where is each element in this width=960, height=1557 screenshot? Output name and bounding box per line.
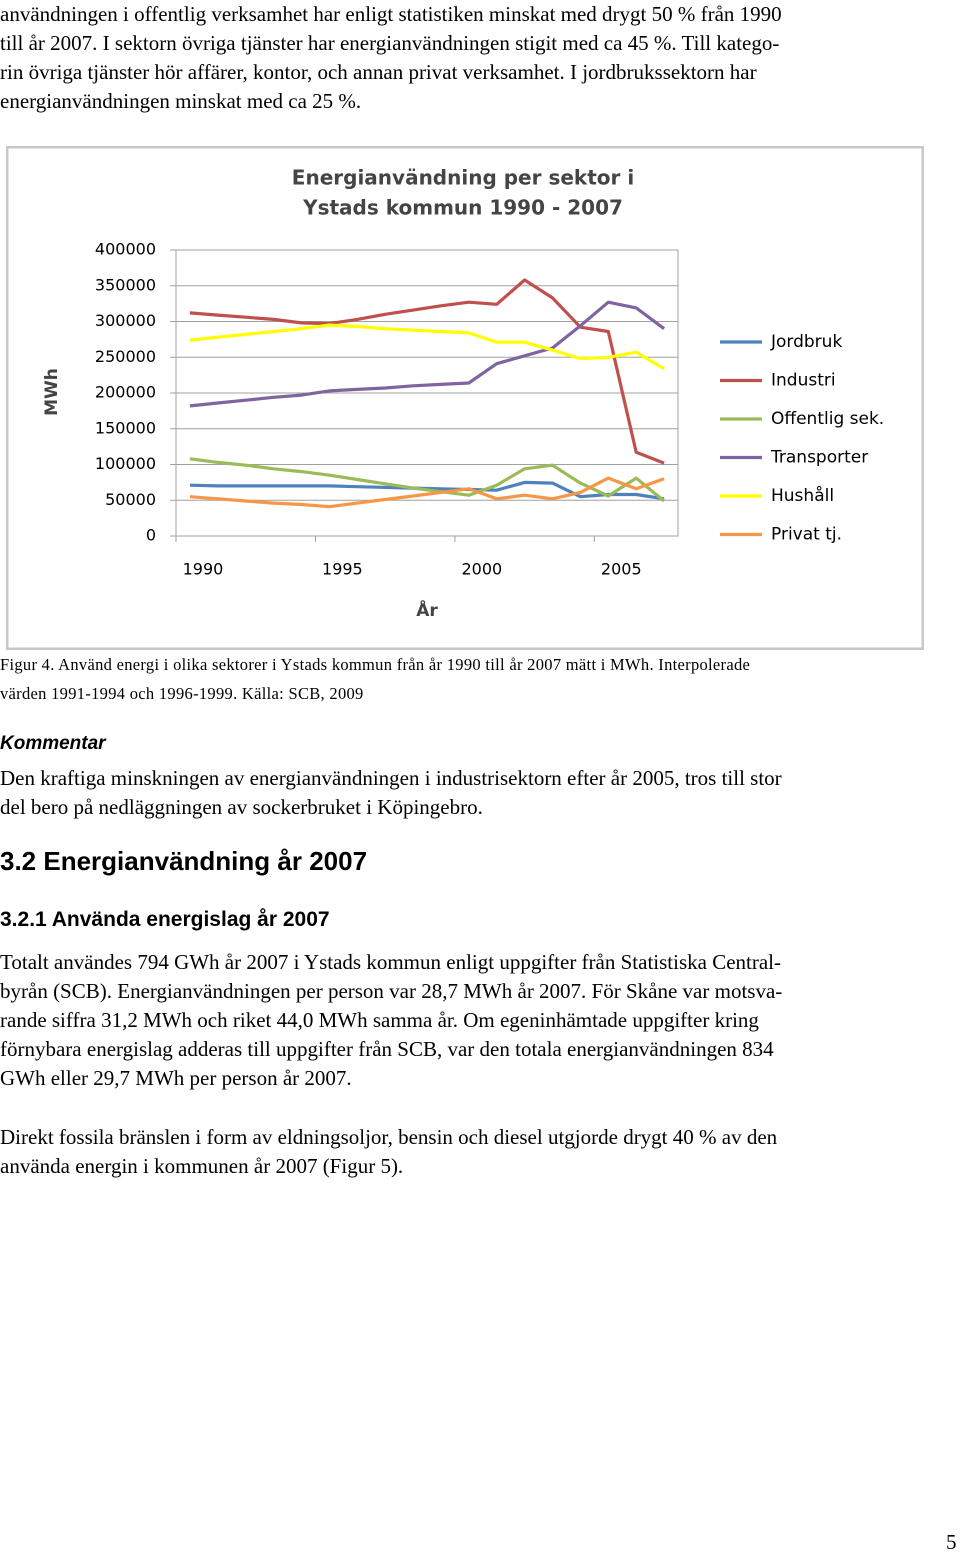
data-line	[189, 323, 665, 371]
y-tick-label: 150000	[95, 418, 156, 437]
data-line	[189, 476, 665, 509]
caption: värden 1991-1994 och 1996-1999. Källa: S…	[0, 684, 364, 703]
text-line: del bero på nedläggningen av sockerbruke…	[0, 795, 483, 819]
x-tick-label: 1990	[183, 560, 224, 579]
comment-heading: Kommentar	[0, 733, 106, 754]
legend-label: Hushåll	[771, 485, 834, 506]
text-line: byrån (SCB). Energianvändningen per pers…	[0, 979, 783, 1003]
legend-label: Privat tj.	[771, 525, 842, 545]
legend-label: Jordbruk	[770, 332, 842, 352]
text-line: energianvändningen minskat med ca 25 %.	[0, 89, 362, 113]
chart-title: Ystads kommun 1990 - 2007	[302, 196, 623, 220]
y-axis-label: MWh	[42, 368, 62, 416]
text-line: till år 2007. I sektorn övriga tjänster …	[0, 31, 780, 55]
caption: Figur 4. Använd energi i olika sektorer …	[0, 655, 751, 674]
text-line: Totalt användes 794 GWh år 2007 i Ystads…	[0, 950, 782, 974]
legend-label: Industri	[771, 371, 836, 391]
y-tick-label: 250000	[95, 347, 156, 366]
text-line: rin övriga tjänster hör affärer, kontor,…	[0, 60, 757, 84]
y-tick-label: 0	[146, 526, 156, 545]
y-tick-label: 300000	[95, 311, 156, 330]
text-line: Den kraftiga minskningen av energianvänd…	[0, 766, 782, 790]
page-number: 5	[946, 1530, 957, 1554]
chart: Energianvändning per sektor i Ystads kom…	[6, 146, 924, 650]
y-tick-label: 200000	[95, 383, 156, 402]
text-line: rande siffra 31,2 MWh och riket 44,0 MWh…	[0, 1008, 759, 1032]
text-line: Direkt fossila bränslen i form av eldnin…	[0, 1125, 778, 1149]
data-line	[189, 457, 666, 503]
y-tick-label: 100000	[95, 454, 156, 473]
y-tick-label: 400000	[95, 240, 156, 259]
chart-title: Energianvändning per sektor i	[292, 166, 634, 190]
text-line: användningen i offentlig verksamhet har …	[0, 2, 782, 26]
x-tick-label: 2005	[601, 560, 642, 579]
text-line: förnybara energislag adderas till uppgif…	[0, 1037, 774, 1061]
text-line: GWh eller 29,7 MWh per person år 2007.	[0, 1066, 352, 1090]
legend-label: Offentlig sek.	[771, 409, 884, 429]
y-tick-label: 350000	[95, 275, 156, 294]
x-tick-label: 2000	[461, 560, 502, 579]
subsection-heading: 3.2.1 Använda energislag år 2007	[0, 908, 330, 931]
x-tick-label: 1995	[322, 560, 363, 579]
x-axis-label: År	[416, 598, 438, 621]
y-tick-label: 50000	[105, 490, 156, 509]
data-line	[189, 300, 666, 408]
section-heading: 3.2 Energianvändning år 2007	[0, 846, 368, 876]
legend-label: Transporter	[770, 448, 868, 468]
data-line	[189, 278, 665, 465]
text-line: använda energin i kommunen år 2007 (Figu…	[0, 1154, 404, 1178]
